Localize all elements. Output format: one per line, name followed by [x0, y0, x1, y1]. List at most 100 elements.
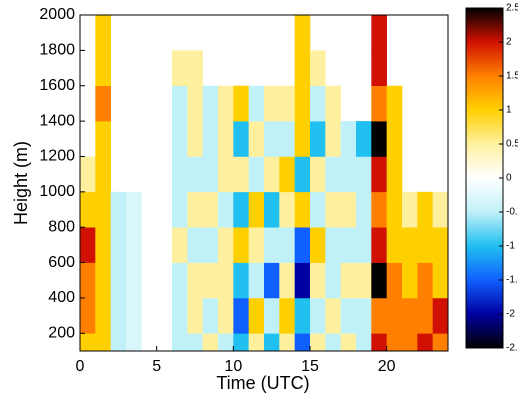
heat-cell — [279, 191, 295, 228]
heat-cell — [340, 191, 357, 228]
heat-cell — [432, 262, 449, 299]
heat-cell — [248, 333, 265, 352]
heat-cell — [202, 156, 219, 193]
heat-cell — [371, 85, 387, 122]
heat-cell — [110, 333, 127, 352]
heat-cell — [126, 333, 142, 352]
heat-cell — [310, 50, 326, 87]
heat-cell — [233, 85, 249, 122]
colorbar-tick-label: 0 — [506, 173, 512, 184]
heat-cell — [80, 297, 96, 334]
heat-cell — [294, 227, 311, 263]
heat-cell — [233, 262, 249, 299]
heat-cell — [340, 262, 357, 299]
x-tick-label: 10 — [224, 358, 242, 375]
heat-cell — [294, 191, 311, 228]
heat-cell — [110, 227, 127, 263]
heat-cell — [80, 333, 96, 352]
heat-cell — [325, 156, 341, 193]
y-tick-label: 1000 — [39, 183, 75, 200]
colorbar-tick-label: 1.5 — [506, 71, 518, 82]
heat-cell — [386, 156, 403, 193]
heat-cell — [310, 121, 326, 157]
heat-cell — [172, 297, 188, 334]
heat-cell — [233, 121, 249, 157]
heat-cell — [187, 121, 203, 157]
heat-cell — [310, 262, 326, 299]
heat-cell — [233, 191, 249, 228]
heat-cell — [371, 121, 387, 157]
heat-cell — [310, 191, 326, 228]
heat-cell — [294, 297, 311, 334]
heat-cell — [95, 262, 111, 299]
heat-cell — [402, 227, 418, 263]
heat-cell — [310, 156, 326, 193]
heat-cell — [310, 333, 326, 352]
heat-cell — [233, 227, 249, 263]
heat-cell — [172, 191, 188, 228]
heat-cell — [417, 333, 433, 352]
heat-cell — [264, 121, 280, 157]
heat-cell — [340, 333, 357, 352]
heat-cell — [264, 333, 280, 352]
heat-cell — [80, 156, 96, 193]
x-tick-label: 5 — [152, 358, 161, 375]
heat-cell — [432, 227, 449, 263]
heat-cell — [202, 85, 219, 122]
heat-cell — [325, 121, 341, 157]
heat-cell — [187, 156, 203, 193]
heat-cell — [294, 262, 311, 299]
heat-cell — [248, 262, 265, 299]
heat-cell — [279, 156, 295, 193]
heat-cell — [264, 156, 280, 193]
heat-cell — [294, 156, 311, 193]
heat-cell — [202, 121, 219, 157]
heat-cell — [187, 85, 203, 122]
heat-cell — [172, 227, 188, 263]
heat-cell — [294, 85, 311, 122]
plot-frame — [79, 14, 449, 352]
heat-cell — [371, 262, 387, 299]
heat-cell — [325, 297, 341, 334]
heat-cell — [110, 262, 127, 299]
heat-cell — [386, 333, 403, 352]
heat-cell — [126, 191, 142, 228]
heat-cell — [218, 121, 234, 157]
heat-cell — [356, 156, 372, 193]
heat-cell — [126, 227, 142, 263]
heat-cell — [294, 15, 311, 51]
heat-cell — [432, 297, 449, 334]
heat-cell — [126, 297, 142, 334]
heat-cell — [432, 191, 449, 228]
y-tick-label: 800 — [48, 218, 75, 235]
heat-cell — [356, 262, 372, 299]
heat-cell — [202, 297, 219, 334]
heat-cell — [325, 333, 341, 352]
heat-cell — [356, 191, 372, 228]
heat-cell — [110, 297, 127, 334]
colorbar-tick-label: -1.5 — [506, 275, 518, 286]
heat-cell — [279, 262, 295, 299]
heat-cell — [340, 227, 357, 263]
heat-cell — [264, 262, 280, 299]
heat-cell — [95, 85, 111, 122]
heat-cell — [279, 297, 295, 334]
heat-cell — [279, 121, 295, 157]
heat-cell — [218, 262, 234, 299]
y-tick-label: 1200 — [39, 148, 75, 165]
heat-cell — [172, 156, 188, 193]
heat-cell — [325, 227, 341, 263]
heat-cell — [126, 262, 142, 299]
heat-cell — [172, 262, 188, 299]
heat-cell — [356, 297, 372, 334]
heat-cell — [172, 333, 188, 352]
heat-cell — [325, 85, 341, 122]
heat-cell — [386, 262, 403, 299]
heat-cell — [202, 262, 219, 299]
heat-cell — [218, 85, 234, 122]
heat-cell — [80, 227, 96, 263]
y-tick-label: 600 — [48, 254, 75, 271]
heat-cell — [325, 191, 341, 228]
heat-cell — [187, 191, 203, 228]
